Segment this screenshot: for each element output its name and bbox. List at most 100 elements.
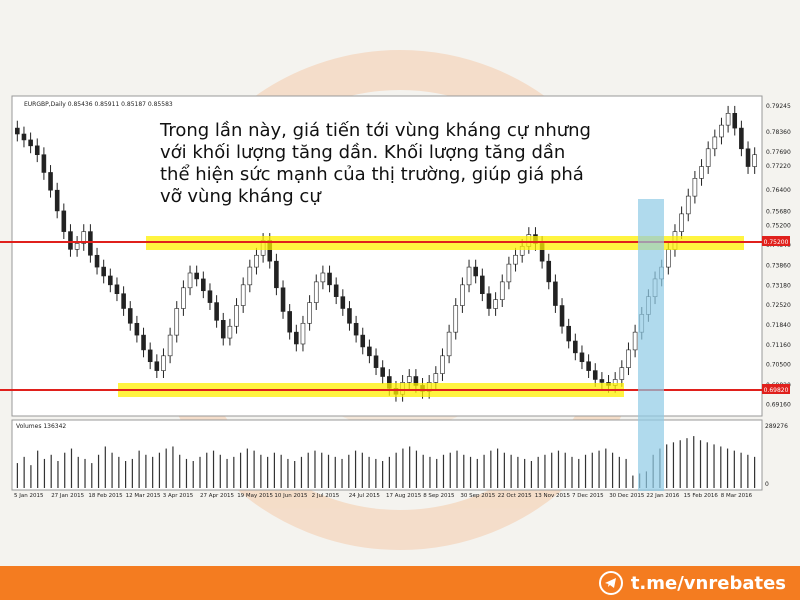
price-tick-label: 0.71840 xyxy=(766,322,791,329)
x-tick-label: 8 Mar 2016 xyxy=(721,493,753,499)
volume-bar xyxy=(564,452,566,488)
price-axis: 0.79245 0.78360 0.77690 0.77220 0.76400 0.756… xyxy=(766,103,791,408)
price-tick-label: 0.77220 xyxy=(766,163,791,170)
x-tick-label: 7 Dec 2015 xyxy=(572,493,604,499)
volume-bar xyxy=(557,450,560,488)
volume-bar xyxy=(490,450,492,488)
volume-bar xyxy=(754,456,756,488)
price-tick-label: 0.77690 xyxy=(766,149,791,156)
volume-bar xyxy=(131,458,133,488)
candle-body xyxy=(280,287,286,312)
x-tick-label: 24 Jul 2015 xyxy=(349,493,381,499)
candle-body xyxy=(174,308,180,336)
price-tick-label: 0.79245 xyxy=(766,103,791,110)
volume-bar xyxy=(212,450,215,488)
candle-body xyxy=(88,231,93,256)
volume-bar xyxy=(584,454,587,488)
volume-bar xyxy=(246,448,248,488)
footer-bar: t.me/vnrebates xyxy=(0,566,800,600)
candle-body xyxy=(486,293,492,309)
volume-bar xyxy=(97,454,100,488)
candle-body xyxy=(559,305,565,327)
volume-bar xyxy=(625,458,627,488)
candle-body xyxy=(406,376,412,383)
volume-bar xyxy=(64,452,66,488)
candle-body xyxy=(121,293,126,309)
volume-bar xyxy=(422,454,424,488)
price-tick-label: 0.73180 xyxy=(766,282,791,289)
x-axis: 5 Jan 2015 27 Jan 2015 18 Feb 2015 12 Mar 2… xyxy=(14,493,753,499)
candle-body xyxy=(320,272,326,283)
candle-body xyxy=(380,367,385,377)
candle-body xyxy=(167,334,173,357)
candle-body xyxy=(307,302,312,324)
x-tick-label: 27 Apr 2015 xyxy=(200,493,235,499)
volume-bar xyxy=(524,458,526,488)
volume-bar xyxy=(294,461,296,488)
candle-body xyxy=(599,379,605,383)
chart-header: EURGBP,Daily 0.85436 0.85911 0.85187 0.8… xyxy=(24,101,173,108)
annotation-line-3: thể hiện sức mạnh của thị trường, giúp g… xyxy=(160,164,584,185)
volume-bar xyxy=(70,448,73,488)
candle-body xyxy=(187,272,193,289)
candle-body xyxy=(626,349,631,368)
candle-body xyxy=(493,299,498,309)
candle-body xyxy=(460,284,465,306)
candle-body xyxy=(579,352,585,363)
volume-bar xyxy=(497,448,499,488)
volume-axis-max: 289276 xyxy=(765,423,788,430)
x-tick-label: 13 Nov 2015 xyxy=(535,493,571,499)
candle-body xyxy=(353,322,359,336)
candle-body xyxy=(207,290,213,303)
candle-body xyxy=(234,305,239,327)
candle-body xyxy=(446,331,452,357)
volume-bar xyxy=(598,450,600,488)
volume-bar xyxy=(138,450,140,488)
volume-bar xyxy=(348,454,350,488)
x-tick-label: 22 Oct 2015 xyxy=(498,493,533,499)
annotation-line-1: Trong lần này, giá tiến tới vùng kháng c… xyxy=(160,120,591,141)
volume-bar xyxy=(37,450,39,488)
candle-body xyxy=(705,148,711,167)
candle-body xyxy=(725,113,731,126)
volume-bar xyxy=(30,465,32,488)
candle-body xyxy=(433,373,439,383)
candle-body xyxy=(313,281,319,303)
price-tick-label: 0.76400 xyxy=(766,187,791,194)
volume-highlight-box xyxy=(638,199,664,491)
volume-bar xyxy=(327,454,330,488)
candle-body xyxy=(254,254,259,268)
price-tick-label: 0.73860 xyxy=(766,262,791,269)
footer-link[interactable]: t.me/vnrebates xyxy=(598,571,786,595)
volume-bar xyxy=(503,452,505,488)
candle-body xyxy=(127,308,133,324)
x-tick-label: 19 May 2015 xyxy=(237,493,273,499)
candle-body xyxy=(752,154,757,167)
price-tick-label: 0.70500 xyxy=(766,362,791,369)
candle-body xyxy=(54,189,60,212)
candle-body xyxy=(340,296,346,309)
candle-body xyxy=(586,361,591,371)
candle-body xyxy=(41,154,47,173)
volume-bar xyxy=(179,454,181,488)
price-tick-label: 0.72520 xyxy=(766,302,791,309)
volume-bar xyxy=(233,456,235,488)
volume-bar xyxy=(125,461,127,488)
volume-bar xyxy=(145,454,147,488)
volume-bar xyxy=(253,450,255,488)
volume-bar xyxy=(111,452,113,488)
candle-body xyxy=(440,355,445,374)
volume-axis-min: 0 xyxy=(765,481,769,488)
candle-body xyxy=(347,308,352,324)
candle-body xyxy=(573,340,578,354)
candle-body xyxy=(274,260,279,289)
candle-body xyxy=(506,263,512,283)
candle-body xyxy=(592,370,598,380)
candle-body xyxy=(28,139,33,147)
candle-body xyxy=(480,275,485,295)
volume-bar xyxy=(16,463,18,488)
volume-bar xyxy=(206,452,208,488)
x-tick-label: 18 Feb 2015 xyxy=(88,493,123,499)
